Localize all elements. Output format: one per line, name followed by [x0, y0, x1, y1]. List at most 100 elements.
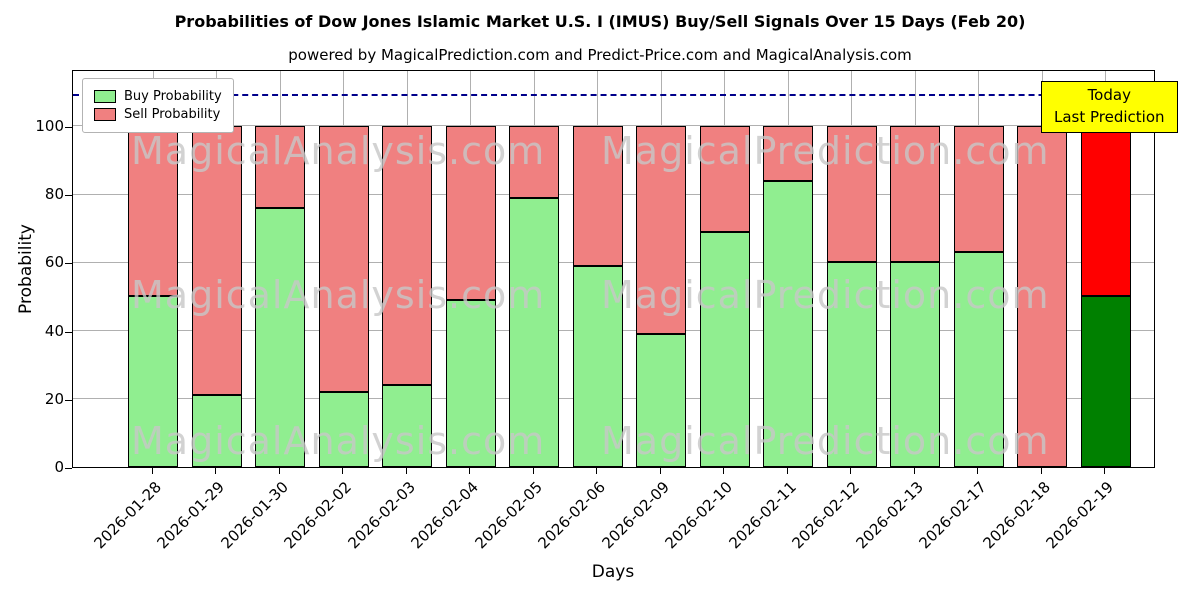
x-tick-mark — [596, 468, 597, 474]
x-axis-label: Days — [591, 562, 635, 582]
buy-segment — [763, 180, 813, 467]
x-tick-label: 2026-02-17 — [915, 478, 991, 553]
buy-segment — [953, 252, 1004, 467]
x-tick-label: 2026-02-13 — [852, 478, 927, 553]
y-tick-mark — [65, 399, 72, 401]
x-tick-label: 2026-02-12 — [788, 478, 864, 553]
buy-segment — [445, 299, 496, 467]
sell-segment — [191, 125, 242, 396]
sell-segment — [255, 125, 305, 208]
watermark-text: MagicalAnalysis.com — [131, 129, 546, 173]
x-tick-label: 2026-02-19 — [1042, 478, 1118, 553]
legend-label-sell: Sell Probability — [124, 107, 221, 122]
watermark-text: MagicalPrediction.com — [601, 129, 1050, 173]
watermark-text: MagicalAnalysis.com — [131, 419, 546, 463]
bar-2026-01-28 — [128, 125, 178, 467]
today-annotation: Today Last Prediction — [1041, 81, 1178, 133]
buy-segment — [1080, 296, 1131, 467]
sell-segment — [572, 125, 623, 266]
buy-probability-swatch — [94, 90, 116, 103]
buy-segment — [128, 296, 178, 467]
y-tick-mark — [65, 331, 72, 333]
y-tick-label: 60 — [44, 253, 64, 272]
x-tick-label: 2026-02-09 — [598, 478, 673, 553]
buy-segment — [191, 395, 242, 467]
sell-segment — [763, 125, 813, 181]
sell-segment — [1017, 125, 1067, 467]
y-tick-mark — [65, 468, 72, 469]
x-tick-mark — [786, 468, 788, 474]
y-tick-label: 80 — [44, 185, 64, 204]
sell-segment — [826, 125, 877, 263]
bar-2026-02-13 — [890, 125, 940, 467]
bar-2026-02-09 — [636, 125, 686, 467]
x-tick-mark — [850, 468, 851, 474]
x-tick-label: 2026-02-06 — [534, 478, 610, 553]
annotation-line-last-prediction: Last Prediction — [1054, 107, 1165, 126]
bar-2026-02-18 — [1017, 125, 1067, 467]
buy-segment — [382, 385, 432, 467]
x-tick-mark — [659, 468, 661, 474]
sell-probability-swatch — [94, 108, 116, 121]
watermark-text: MagicalPrediction.com — [601, 419, 1050, 463]
sell-segment — [128, 125, 178, 297]
annotation-line-today: Today — [1087, 86, 1131, 104]
buy-segment — [699, 231, 750, 467]
buy-segment — [636, 334, 686, 467]
sell-segment — [382, 125, 432, 386]
x-tick-label: 2026-01-29 — [153, 478, 229, 553]
bar-2026-02-17 — [953, 125, 1004, 467]
buy-segment — [318, 391, 369, 467]
sell-segment — [445, 125, 496, 300]
y-tick-label: 20 — [44, 389, 64, 408]
bar-2026-02-06 — [572, 125, 623, 467]
y-tick-mark — [65, 195, 72, 197]
buy-segment — [826, 262, 877, 467]
sell-segment — [890, 125, 940, 263]
x-tick-label: 2026-02-02 — [280, 478, 356, 553]
y-tick-mark — [65, 126, 72, 128]
bar-2026-02-19 — [1080, 125, 1131, 467]
x-tick-label: 2026-01-28 — [90, 478, 165, 553]
x-tick-mark — [151, 468, 153, 474]
x-tick-mark — [469, 468, 470, 474]
legend: Buy Probability Sell Probability — [82, 78, 234, 133]
x-tick-mark — [977, 468, 978, 474]
bar-2026-02-05 — [509, 125, 559, 467]
watermark-text: MagicalAnalysis.com — [131, 273, 546, 317]
y-tick-label: 0 — [54, 458, 64, 476]
y-tick-mark — [65, 263, 72, 265]
plot-area: MagicalAnalysis.com MagicalPrediction.com… — [72, 70, 1155, 468]
x-tick-label: 2026-02-03 — [344, 478, 419, 553]
bar-2026-02-02 — [318, 125, 369, 467]
x-tick-mark — [913, 468, 915, 474]
legend-item-buy: Buy Probability — [94, 89, 222, 104]
x-tick-label: 2026-02-04 — [407, 478, 483, 553]
bar-2026-01-29 — [191, 125, 242, 467]
buy-segment — [509, 197, 559, 467]
x-tick-mark — [1104, 468, 1105, 474]
x-tick-label: 2026-02-18 — [979, 478, 1054, 553]
x-tick-mark — [215, 468, 216, 474]
y-tick-label: 100 — [35, 116, 64, 135]
x-tick-label: 2026-01-30 — [217, 478, 292, 553]
bar-2026-02-12 — [826, 125, 877, 467]
sell-segment — [636, 125, 686, 334]
sell-segment — [1080, 125, 1131, 297]
bar-2026-01-30 — [255, 125, 305, 467]
dashed-threshold-line — [73, 93, 1154, 96]
y-tick-label: 40 — [44, 321, 64, 340]
legend-label-buy: Buy Probability — [124, 89, 222, 104]
legend-item-sell: Sell Probability — [94, 107, 222, 122]
bar-2026-02-10 — [699, 125, 750, 467]
bar-2026-02-04 — [445, 125, 496, 467]
buy-segment — [572, 265, 623, 467]
chart-subtitle: powered by MagicalPrediction.com and Pre… — [288, 46, 912, 64]
x-tick-label: 2026-02-11 — [725, 478, 800, 553]
chart-title: Probabilities of Dow Jones Islamic Marke… — [174, 12, 1026, 31]
x-tick-label: 2026-02-05 — [471, 478, 546, 553]
bar-2026-02-11 — [763, 125, 813, 467]
x-tick-mark — [405, 468, 407, 474]
x-tick-mark — [1040, 468, 1042, 474]
